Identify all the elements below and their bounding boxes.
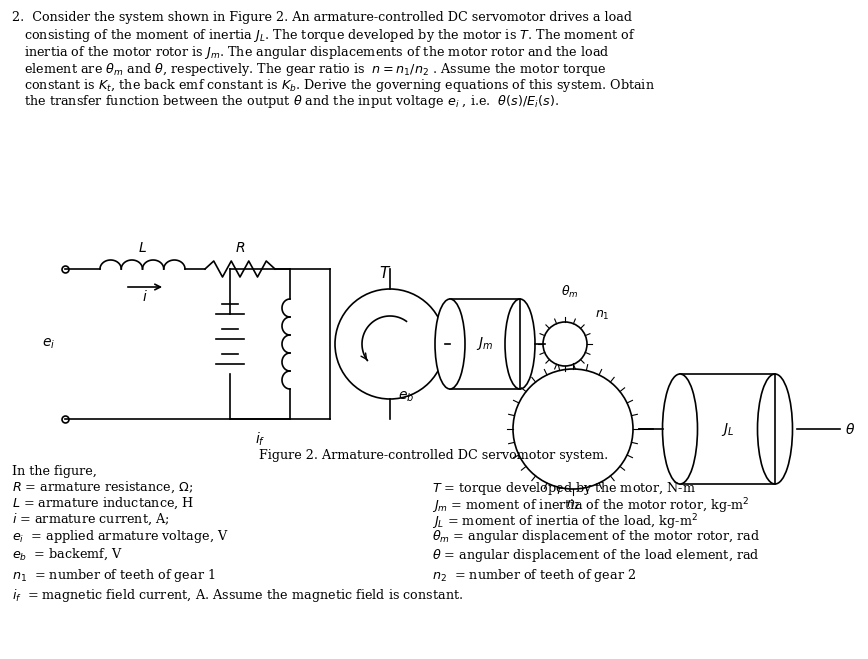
Text: $i$: $i$ bbox=[142, 289, 148, 304]
Bar bbox=[450, 299, 520, 389]
Text: $\theta_m$: $\theta_m$ bbox=[562, 284, 579, 300]
Text: $i_f$  = magnetic field current, A. Assume the magnetic field is constant.: $i_f$ = magnetic field current, A. Assum… bbox=[12, 587, 464, 604]
Bar bbox=[680, 374, 775, 484]
Text: $\theta$: $\theta$ bbox=[845, 422, 855, 436]
Text: $J_L$: $J_L$ bbox=[721, 420, 734, 438]
Text: consisting of the moment of inertia $J_L$. The torque developed by the motor is : consisting of the moment of inertia $J_L… bbox=[12, 28, 635, 45]
Text: $i_f$: $i_f$ bbox=[254, 431, 266, 448]
Text: $L$: $L$ bbox=[138, 241, 147, 255]
Text: constant is $K_t$, the back emf constant is $K_b$. Derive the governing equation: constant is $K_t$, the back emf constant… bbox=[12, 77, 654, 94]
Text: $T$: $T$ bbox=[378, 265, 391, 281]
Text: $e_b$  = backemf, V: $e_b$ = backemf, V bbox=[12, 547, 123, 563]
Text: $J_m$ = moment of inertia of the motor rotor, kg-m$^2$: $J_m$ = moment of inertia of the motor r… bbox=[432, 496, 750, 515]
Text: $L$ = armature inductance, H: $L$ = armature inductance, H bbox=[12, 496, 194, 511]
Text: $e_b$: $e_b$ bbox=[398, 389, 414, 404]
Text: Figure 2. Armature-controlled DC servomotor system.: Figure 2. Armature-controlled DC servomo… bbox=[260, 449, 608, 462]
Text: $n_2$: $n_2$ bbox=[566, 499, 581, 512]
Text: $\theta_m$ = angular displacement of the motor rotor, rad: $\theta_m$ = angular displacement of the… bbox=[432, 528, 760, 545]
Text: the transfer function between the output $\theta$ and the input voltage $e_i$ , : the transfer function between the output… bbox=[12, 94, 559, 111]
Text: $T$ = torque developed by the motor, N-m: $T$ = torque developed by the motor, N-m bbox=[432, 480, 696, 497]
Text: $e_i$: $e_i$ bbox=[42, 337, 55, 351]
Text: $J_L$ = moment of inertia of the load, kg-m$^2$: $J_L$ = moment of inertia of the load, k… bbox=[432, 512, 698, 532]
Text: $n_1$  = number of teeth of gear 1: $n_1$ = number of teeth of gear 1 bbox=[12, 567, 215, 584]
Ellipse shape bbox=[662, 374, 698, 484]
Text: $n_1$: $n_1$ bbox=[595, 309, 609, 322]
Text: element are $\theta_m$ and $\theta$, respectively. The gear ratio is  $n=n_1/n_2: element are $\theta_m$ and $\theta$, res… bbox=[12, 61, 607, 78]
Text: $R$: $R$ bbox=[235, 241, 245, 255]
Text: 2.  Consider the system shown in Figure 2. An armature-controlled DC servomotor : 2. Consider the system shown in Figure 2… bbox=[12, 11, 632, 24]
Ellipse shape bbox=[435, 299, 465, 389]
Text: $J_m$: $J_m$ bbox=[477, 335, 494, 353]
Text: $R$ = armature resistance, $\Omega$;: $R$ = armature resistance, $\Omega$; bbox=[12, 480, 194, 496]
Text: In the figure,: In the figure, bbox=[12, 465, 97, 478]
Text: $i$ = armature current, A;: $i$ = armature current, A; bbox=[12, 512, 169, 527]
Text: $\theta$ = angular displacement of the load element, rad: $\theta$ = angular displacement of the l… bbox=[432, 547, 760, 564]
Text: inertia of the motor rotor is $J_m$. The angular displacements of the motor roto: inertia of the motor rotor is $J_m$. The… bbox=[12, 44, 609, 61]
Text: $e_i$  = applied armature voltage, V: $e_i$ = applied armature voltage, V bbox=[12, 528, 228, 545]
Text: $n_2$  = number of teeth of gear 2: $n_2$ = number of teeth of gear 2 bbox=[432, 567, 636, 584]
